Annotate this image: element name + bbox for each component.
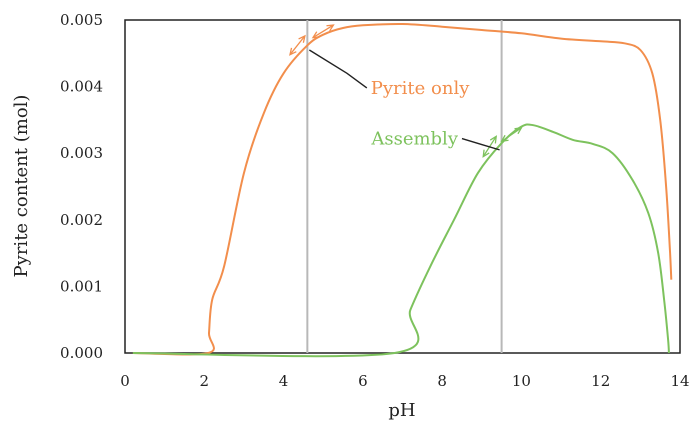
series-line-assembly (132, 123, 670, 358)
y-tick-labels: 0.000 0.001 0.002 0.003 0.004 0.005 (60, 11, 103, 362)
x-tick-label: 12 (591, 372, 610, 390)
series-lines (132, 22, 673, 358)
x-tick-labels: 0 2 4 6 8 10 12 14 (120, 372, 689, 390)
y-axis-title: Pyrite content (mol) (11, 95, 32, 278)
pyrite-leader-line (308, 49, 368, 89)
x-tick-label: 2 (200, 372, 210, 390)
series-line-pyrite-only (132, 22, 673, 356)
y-tick-label: 0.005 (60, 11, 103, 29)
y-tick-label: 0.000 (60, 344, 103, 362)
annotations: Pyrite only Assembly (289, 24, 523, 158)
x-tick-label: 6 (358, 372, 368, 390)
y-tick-label: 0.003 (60, 144, 103, 162)
x-tick-label: 14 (670, 372, 689, 390)
y-tick-label: 0.002 (60, 211, 103, 229)
x-tick-label: 4 (279, 372, 289, 390)
x-tick-label: 0 (120, 372, 130, 390)
x-tick-label: 8 (437, 372, 447, 390)
y-tick-label: 0.001 (60, 277, 103, 295)
assembly-label: Assembly (370, 129, 458, 150)
x-tick-label: 10 (512, 372, 531, 390)
x-axis-title: pH (388, 400, 415, 421)
vertical-reference-lines (306, 20, 503, 353)
assembly-arrow-right (500, 126, 523, 143)
assembly-leader-line (461, 137, 500, 151)
pyrite-only-label: Pyrite only (371, 78, 470, 99)
pyrite-arrow-right (311, 24, 335, 39)
pyrite-arrow-left (289, 34, 306, 56)
y-tick-label: 0.004 (60, 78, 103, 96)
plot-frame (124, 19, 681, 354)
